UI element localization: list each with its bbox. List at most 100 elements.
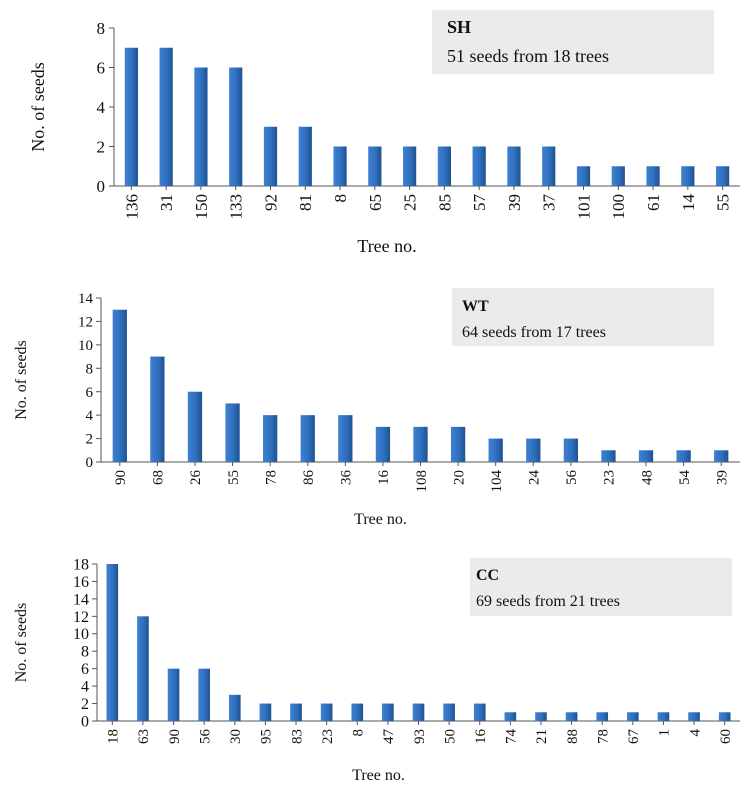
x-tick-label: 81: [296, 194, 315, 211]
bar-tree-95: [259, 703, 272, 721]
x-tick-label: 23: [602, 470, 618, 485]
bar-tree-108: [413, 426, 428, 462]
x-tick-label: 56: [197, 729, 213, 745]
bar-tree-54: [676, 450, 691, 462]
x-tick-label: 104: [489, 470, 505, 493]
x-tick-label: 1: [657, 729, 673, 737]
bar-tree-50: [443, 703, 455, 721]
x-tick-label: 36: [339, 470, 355, 486]
x-tick-label: 63: [136, 729, 152, 744]
x-tick-label: 25: [401, 194, 420, 211]
y-tick-label: 14: [73, 591, 89, 608]
x-tick-label: 30: [228, 729, 244, 744]
x-tick-label: 68: [151, 470, 167, 485]
chart-panel-wt: 0 2 4 6 8 10 12 14 90 68 26 55 78 86 36 16 108 20 104 24 56 2…: [0, 262, 744, 532]
bar-tree-88: [565, 712, 578, 721]
x-tick-label: 86: [301, 470, 317, 486]
bar-tree-100: [611, 166, 625, 186]
x-tick-label: 95: [259, 729, 275, 744]
y-tick-label: 6: [81, 661, 89, 678]
x-tick-label: 55: [714, 194, 733, 211]
x-tick-label: 47: [381, 729, 397, 745]
x-tick-label: 31: [157, 194, 176, 211]
bar-tree-74: [504, 712, 517, 721]
bar-tree-23: [320, 703, 333, 721]
x-tick-label: 37: [540, 194, 559, 212]
x-tick-label: 55: [226, 470, 242, 485]
y-tick-label: 16: [73, 574, 89, 591]
bar-tree-92: [263, 126, 278, 186]
seed-summary: 69 seeds from 21 trees: [476, 593, 620, 610]
bar-tree-31: [159, 47, 173, 186]
y-tick-label: 14: [78, 291, 94, 307]
bar-tree-83: [290, 703, 302, 721]
y-tick-label: 8: [81, 644, 89, 661]
annotation-box: [452, 288, 714, 346]
bar-tree-1: [657, 712, 670, 721]
x-tick-label: 56: [564, 470, 580, 486]
x-tick-label: 20: [451, 470, 467, 485]
bar-tree-150: [194, 67, 208, 186]
bar-tree-16: [473, 703, 486, 721]
bar-tree-60: [718, 712, 731, 721]
bar-tree-23: [601, 450, 616, 462]
x-tick-label: 39: [714, 470, 730, 485]
x-tick-label: 4: [687, 729, 703, 737]
x-tick-label: 61: [644, 194, 663, 211]
x-tick-label: 100: [609, 194, 628, 220]
x-tick-label: 8: [331, 194, 350, 203]
x-axis-title: Tree no.: [352, 767, 405, 784]
x-tick-label: 133: [227, 194, 246, 220]
x-tick-label: 21: [534, 729, 550, 744]
x-tick-label: 16: [376, 470, 392, 486]
y-tick-label: 10: [78, 338, 93, 354]
bar-tree-47: [382, 703, 394, 721]
bar-tree-36: [338, 415, 353, 462]
bar-tree-56: [563, 438, 578, 462]
x-tick-label: 101: [574, 194, 593, 220]
x-tick-label: 54: [677, 470, 693, 486]
x-tick-label: 23: [320, 729, 336, 744]
bar-tree-56: [198, 668, 210, 721]
annotation-box: [432, 10, 714, 74]
bar-tree-48: [638, 450, 654, 462]
y-tick-label: 10: [73, 626, 89, 643]
x-tick-label: 136: [122, 194, 141, 220]
bar-tree-86: [300, 415, 315, 462]
bar-tree-16: [375, 426, 391, 462]
x-tick-label: 57: [470, 194, 489, 212]
bar-tree-78: [596, 712, 609, 721]
bar-tree-37: [542, 146, 556, 186]
bar-tree-39: [507, 146, 521, 186]
chart-panel-cc: 0 2 4 6 8 10 12 14 16 18 18 63 90 56 30 95 83 23 8 47 93 50 16…: [0, 532, 744, 789]
x-tick-label: 108: [414, 470, 430, 493]
site-label: CC: [476, 567, 499, 584]
bar-tree-90: [167, 668, 180, 721]
bar-tree-8: [333, 146, 347, 186]
y-tick-label: 12: [73, 609, 89, 626]
bar-tree-20: [450, 426, 466, 462]
bar-tree-93: [412, 703, 425, 721]
bar-tree-18: [106, 564, 119, 721]
y-tick-label: 0: [86, 455, 94, 471]
bar-tree-101: [576, 166, 591, 186]
bar-tree-65: [368, 146, 382, 186]
x-tick-label: 14: [679, 194, 698, 212]
x-tick-label: 60: [718, 729, 734, 744]
y-tick-label: 2: [86, 432, 94, 448]
x-tick-label: 90: [167, 729, 183, 744]
site-label: SH: [447, 17, 471, 37]
y-tick-label: 18: [73, 556, 89, 573]
x-tick-label: 85: [435, 194, 454, 211]
bar-tree-26: [187, 391, 203, 462]
bar-tree-78: [263, 415, 278, 462]
x-tick-label: 48: [639, 470, 655, 485]
x-tick-label: 93: [412, 729, 428, 744]
seed-summary: 51 seeds from 18 trees: [447, 46, 609, 66]
x-tick-label: 150: [192, 194, 211, 220]
bar-tree-55: [225, 403, 240, 462]
y-tick-label: 12: [78, 315, 93, 331]
x-tick-label: 67: [626, 729, 642, 745]
